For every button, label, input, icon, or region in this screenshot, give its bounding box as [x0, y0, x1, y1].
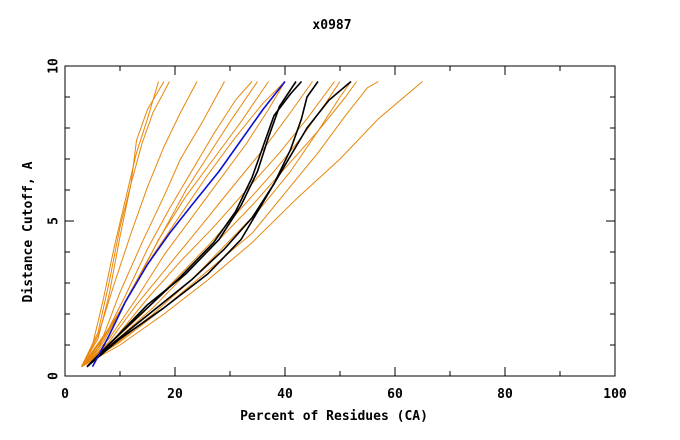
x-tick-label: 40 [277, 387, 293, 402]
x-tick-label: 100 [603, 387, 627, 402]
y-tick-label: 5 [47, 217, 62, 225]
series-layer [81, 80, 423, 368]
x-tick-label: 80 [497, 387, 513, 402]
minor-ticks [65, 66, 615, 376]
series-line-orange-8 [81, 81, 313, 368]
series-line-black-20 [86, 80, 352, 368]
x-tick-label: 0 [61, 387, 69, 402]
chart-title: x0987 [312, 18, 351, 33]
x-tick-label: 60 [387, 387, 403, 402]
series-line-orange-12 [81, 81, 379, 368]
series-line-orange-16 [81, 81, 258, 368]
y-tick-label: 10 [47, 58, 62, 74]
series-line-black-18 [86, 81, 297, 368]
series-line-orange-7 [81, 81, 286, 368]
y-axis-label: Distance Cutoff, A [21, 161, 36, 302]
series-line-orange-2 [81, 81, 170, 367]
x-axis: 0 20 40 60 80 100 [61, 66, 627, 402]
series-line-orange-1 [81, 81, 159, 367]
series-line-orange-3 [81, 81, 198, 367]
series-line-orange-4 [81, 81, 225, 367]
x-axis-label: Percent of Residues (CA) [240, 409, 428, 424]
series-line-orange-6 [81, 81, 286, 368]
series-line-blue-21 [91, 81, 286, 368]
y-axis: 0 5 10 [47, 58, 615, 380]
series-line-orange-10 [81, 81, 357, 368]
series-line-orange-13 [81, 81, 423, 368]
series-line-black-19 [86, 81, 319, 368]
x-tick-label: 20 [167, 387, 183, 402]
plot-frame [64, 65, 616, 377]
series-line-orange-0 [81, 81, 165, 367]
y-tick-label: 0 [47, 372, 62, 380]
